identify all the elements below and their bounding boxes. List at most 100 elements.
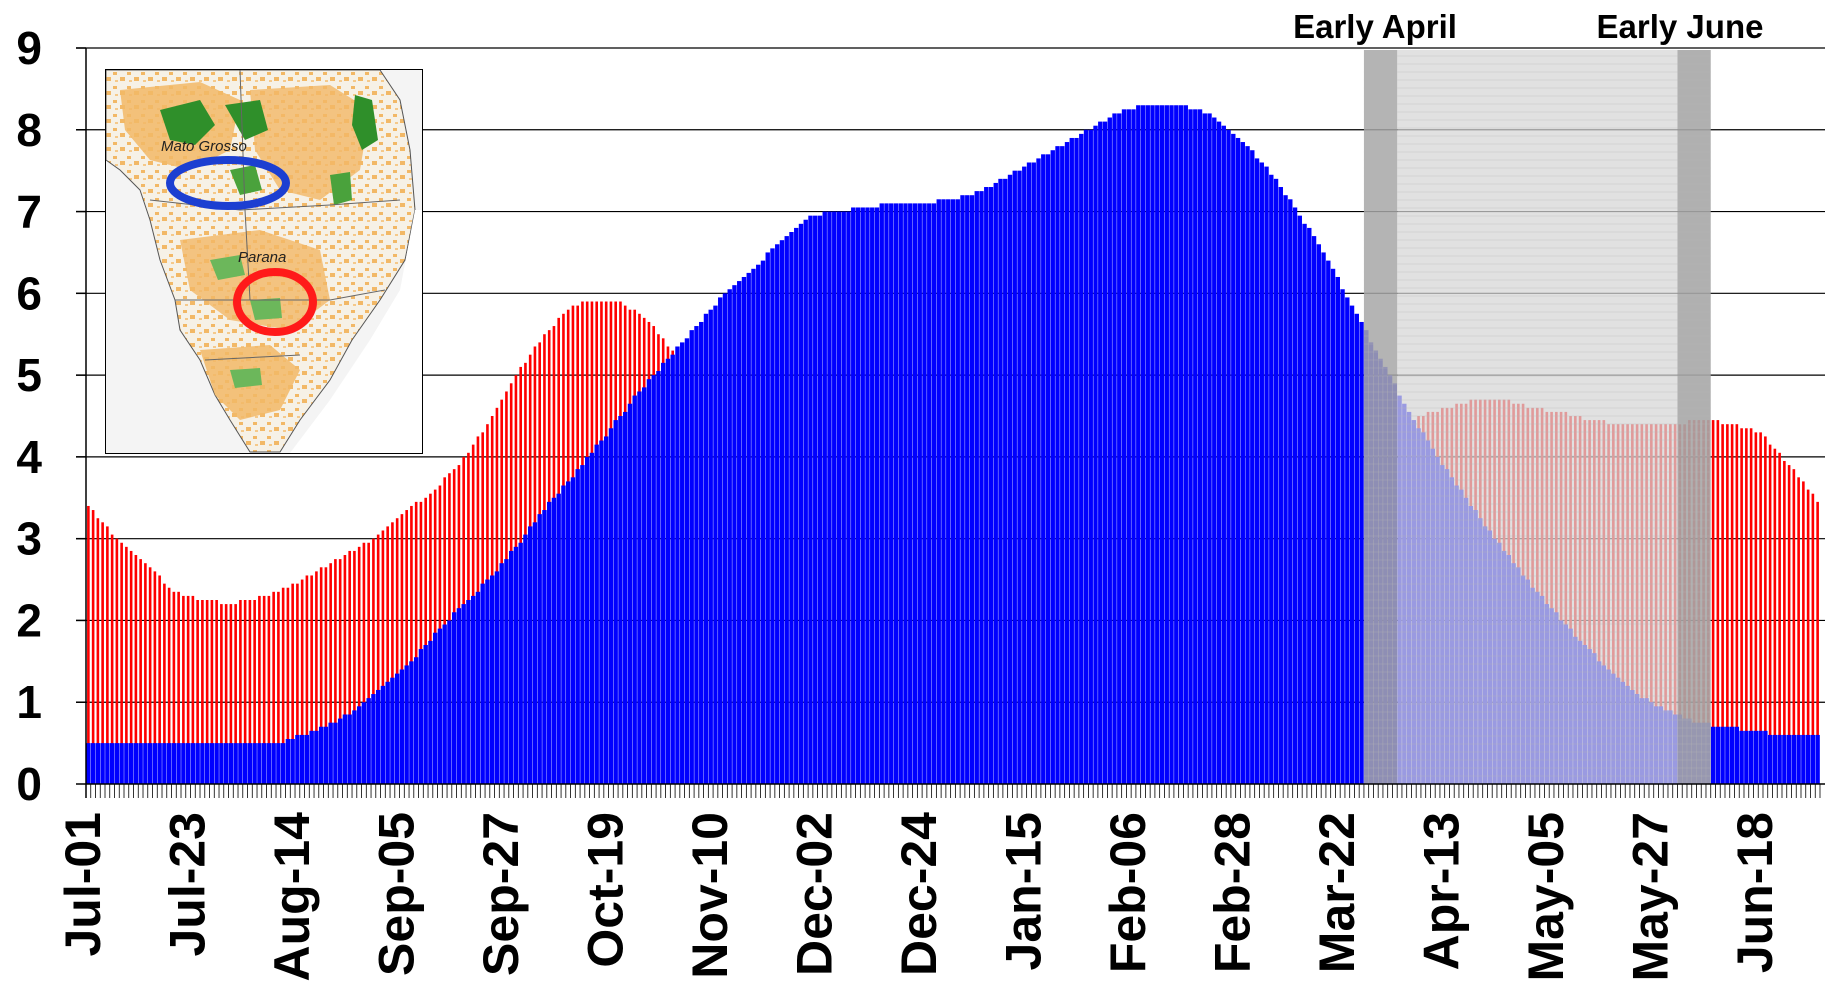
blue-bar <box>1345 297 1350 784</box>
blue-bar <box>1155 105 1160 785</box>
red-bar <box>414 501 418 784</box>
red-bar <box>1778 452 1781 784</box>
x-tick-label: Mar-22 <box>1309 812 1365 973</box>
blue-bar <box>228 743 234 784</box>
blue-bar <box>1121 109 1127 784</box>
blue-bar <box>908 203 913 784</box>
red-bar <box>177 591 180 784</box>
blue-bar <box>337 718 343 784</box>
red-bar <box>286 587 290 784</box>
blue-bar <box>504 559 509 784</box>
blue-bar <box>247 743 253 784</box>
red-bar <box>1806 489 1810 784</box>
blue-bar <box>1159 105 1165 785</box>
blue-bar <box>428 640 433 784</box>
blue-bar <box>447 620 452 784</box>
red-bar <box>258 595 261 784</box>
blue-bar <box>699 321 704 784</box>
blue-bar <box>1259 162 1264 785</box>
blue-bar <box>475 591 481 784</box>
blue-bar <box>280 743 286 784</box>
blue-bar <box>998 178 1003 785</box>
blue-bar <box>1102 121 1108 785</box>
blue-bar <box>394 673 400 784</box>
blue-bar <box>1720 726 1725 784</box>
red-bar <box>253 600 256 784</box>
red-bar <box>125 546 128 784</box>
red-bar <box>115 538 119 784</box>
blue-bar <box>751 268 756 784</box>
red-bar <box>1768 444 1772 784</box>
blue-bar <box>238 743 243 784</box>
blue-bar <box>1297 215 1302 784</box>
mato-grosso-label: Mato Grosso <box>161 138 247 155</box>
red-bar <box>357 546 361 784</box>
blue-bar <box>1060 146 1065 784</box>
blue-bar <box>618 416 623 784</box>
blue-bar <box>1307 227 1312 784</box>
y-tick-label: 6 <box>16 267 42 319</box>
blue-bar <box>356 706 362 784</box>
blue-bar <box>656 371 661 784</box>
blue-bar <box>466 600 471 784</box>
blue-bar <box>1150 105 1155 785</box>
y-tick-label: 4 <box>16 431 42 483</box>
blue-bar <box>1767 734 1773 784</box>
red-bar <box>372 538 375 784</box>
blue-bar <box>1763 730 1768 784</box>
blue-bar <box>561 485 566 784</box>
blue-bar <box>1354 313 1359 784</box>
blue-bar <box>109 743 115 784</box>
window-shading <box>1363 50 1711 784</box>
blue-bar <box>171 743 177 784</box>
blue-bar <box>832 211 837 784</box>
blue-bar <box>537 514 542 784</box>
blue-bar <box>119 743 124 784</box>
red-bar <box>410 505 413 784</box>
red-bar <box>248 600 252 784</box>
red-bar <box>210 600 214 784</box>
blue-bar <box>1302 223 1307 784</box>
blue-bar <box>741 276 747 784</box>
blue-bar <box>1012 170 1017 785</box>
blue-bar <box>1017 170 1022 785</box>
blue-bar <box>252 743 257 784</box>
blue-bar <box>485 579 490 784</box>
red-bar <box>334 559 337 784</box>
blue-bar <box>1216 121 1222 785</box>
blue-bar <box>461 604 466 784</box>
red-bar <box>319 567 323 784</box>
x-tick-label: Apr-13 <box>1414 812 1470 970</box>
blue-bar <box>1744 730 1749 784</box>
blue-bar <box>456 608 462 784</box>
red-bar <box>1735 424 1739 784</box>
red-bar <box>172 591 176 784</box>
blue-bar <box>257 743 262 784</box>
blue-bar <box>523 534 528 784</box>
blue-bar <box>114 743 120 784</box>
blue-bar <box>784 236 789 785</box>
blue-bar <box>328 722 333 784</box>
blue-bar <box>893 203 899 784</box>
blue-bar <box>1202 113 1207 785</box>
blue-bar <box>547 501 552 784</box>
blue-bar <box>984 187 989 784</box>
blue-bar <box>290 739 295 784</box>
red-bar <box>305 575 309 784</box>
blue-bar <box>1193 109 1198 784</box>
early-april-label: Early April <box>1293 8 1457 45</box>
blue-bar <box>803 219 808 785</box>
blue-bar <box>675 346 680 784</box>
x-tick-label: Oct-19 <box>578 812 634 968</box>
blue-bar <box>1801 734 1806 784</box>
blue-bar <box>1098 121 1103 785</box>
blue-bar <box>874 207 880 785</box>
red-bar <box>343 555 347 784</box>
blue-bar <box>1022 166 1027 784</box>
red-bar <box>110 534 114 784</box>
blue-bar <box>90 743 96 784</box>
blue-bar <box>385 681 390 784</box>
blue-bar <box>361 702 367 784</box>
blue-bar <box>214 743 219 784</box>
red-bar <box>120 542 123 784</box>
